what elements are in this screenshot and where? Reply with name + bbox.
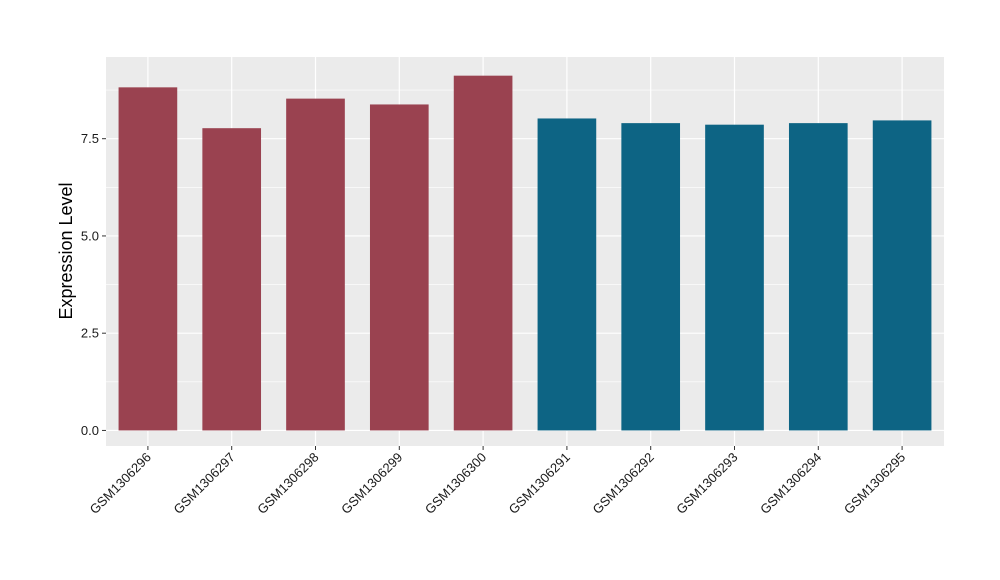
bar-GSM1306296 — [118, 87, 178, 431]
x-tick-label: GSM1306295 — [841, 450, 908, 517]
x-tick-label: GSM1306298 — [254, 450, 321, 517]
bars — [118, 75, 932, 431]
x-tick-label: GSM1306294 — [757, 450, 824, 517]
x-tick-label: GSM1306300 — [422, 450, 489, 517]
x-axis: GSM1306296 GSM1306297 GSM1306298 GSM1306299… — [87, 446, 908, 517]
y-axis: 0.0 2.5 5.0 7.5 — [81, 131, 106, 438]
bar-GSM1306297 — [202, 128, 262, 431]
bar-GSM1306298 — [286, 98, 345, 431]
x-tick-label: GSM1306291 — [506, 450, 573, 517]
bar-GSM1306292 — [621, 123, 681, 431]
y-tick-label: 7.5 — [81, 131, 99, 146]
bar-GSM1306299 — [369, 104, 429, 431]
x-tick-label: GSM1306296 — [87, 450, 154, 517]
x-tick-label: GSM1306297 — [170, 450, 237, 517]
bar-GSM1306295 — [872, 120, 932, 431]
y-tick-label: 5.0 — [81, 228, 99, 243]
x-tick-label: GSM1306293 — [673, 450, 740, 517]
bar-GSM1306293 — [705, 124, 764, 431]
y-axis-title: Expression Level — [56, 182, 76, 319]
bar-GSM1306291 — [537, 118, 597, 431]
bar-GSM1306294 — [788, 123, 848, 431]
bar-GSM1306300 — [453, 75, 513, 431]
x-tick-label: GSM1306299 — [338, 450, 405, 517]
y-tick-label: 0.0 — [81, 423, 99, 438]
y-tick-label: 2.5 — [81, 326, 99, 341]
x-tick-label: GSM1306292 — [589, 450, 656, 517]
